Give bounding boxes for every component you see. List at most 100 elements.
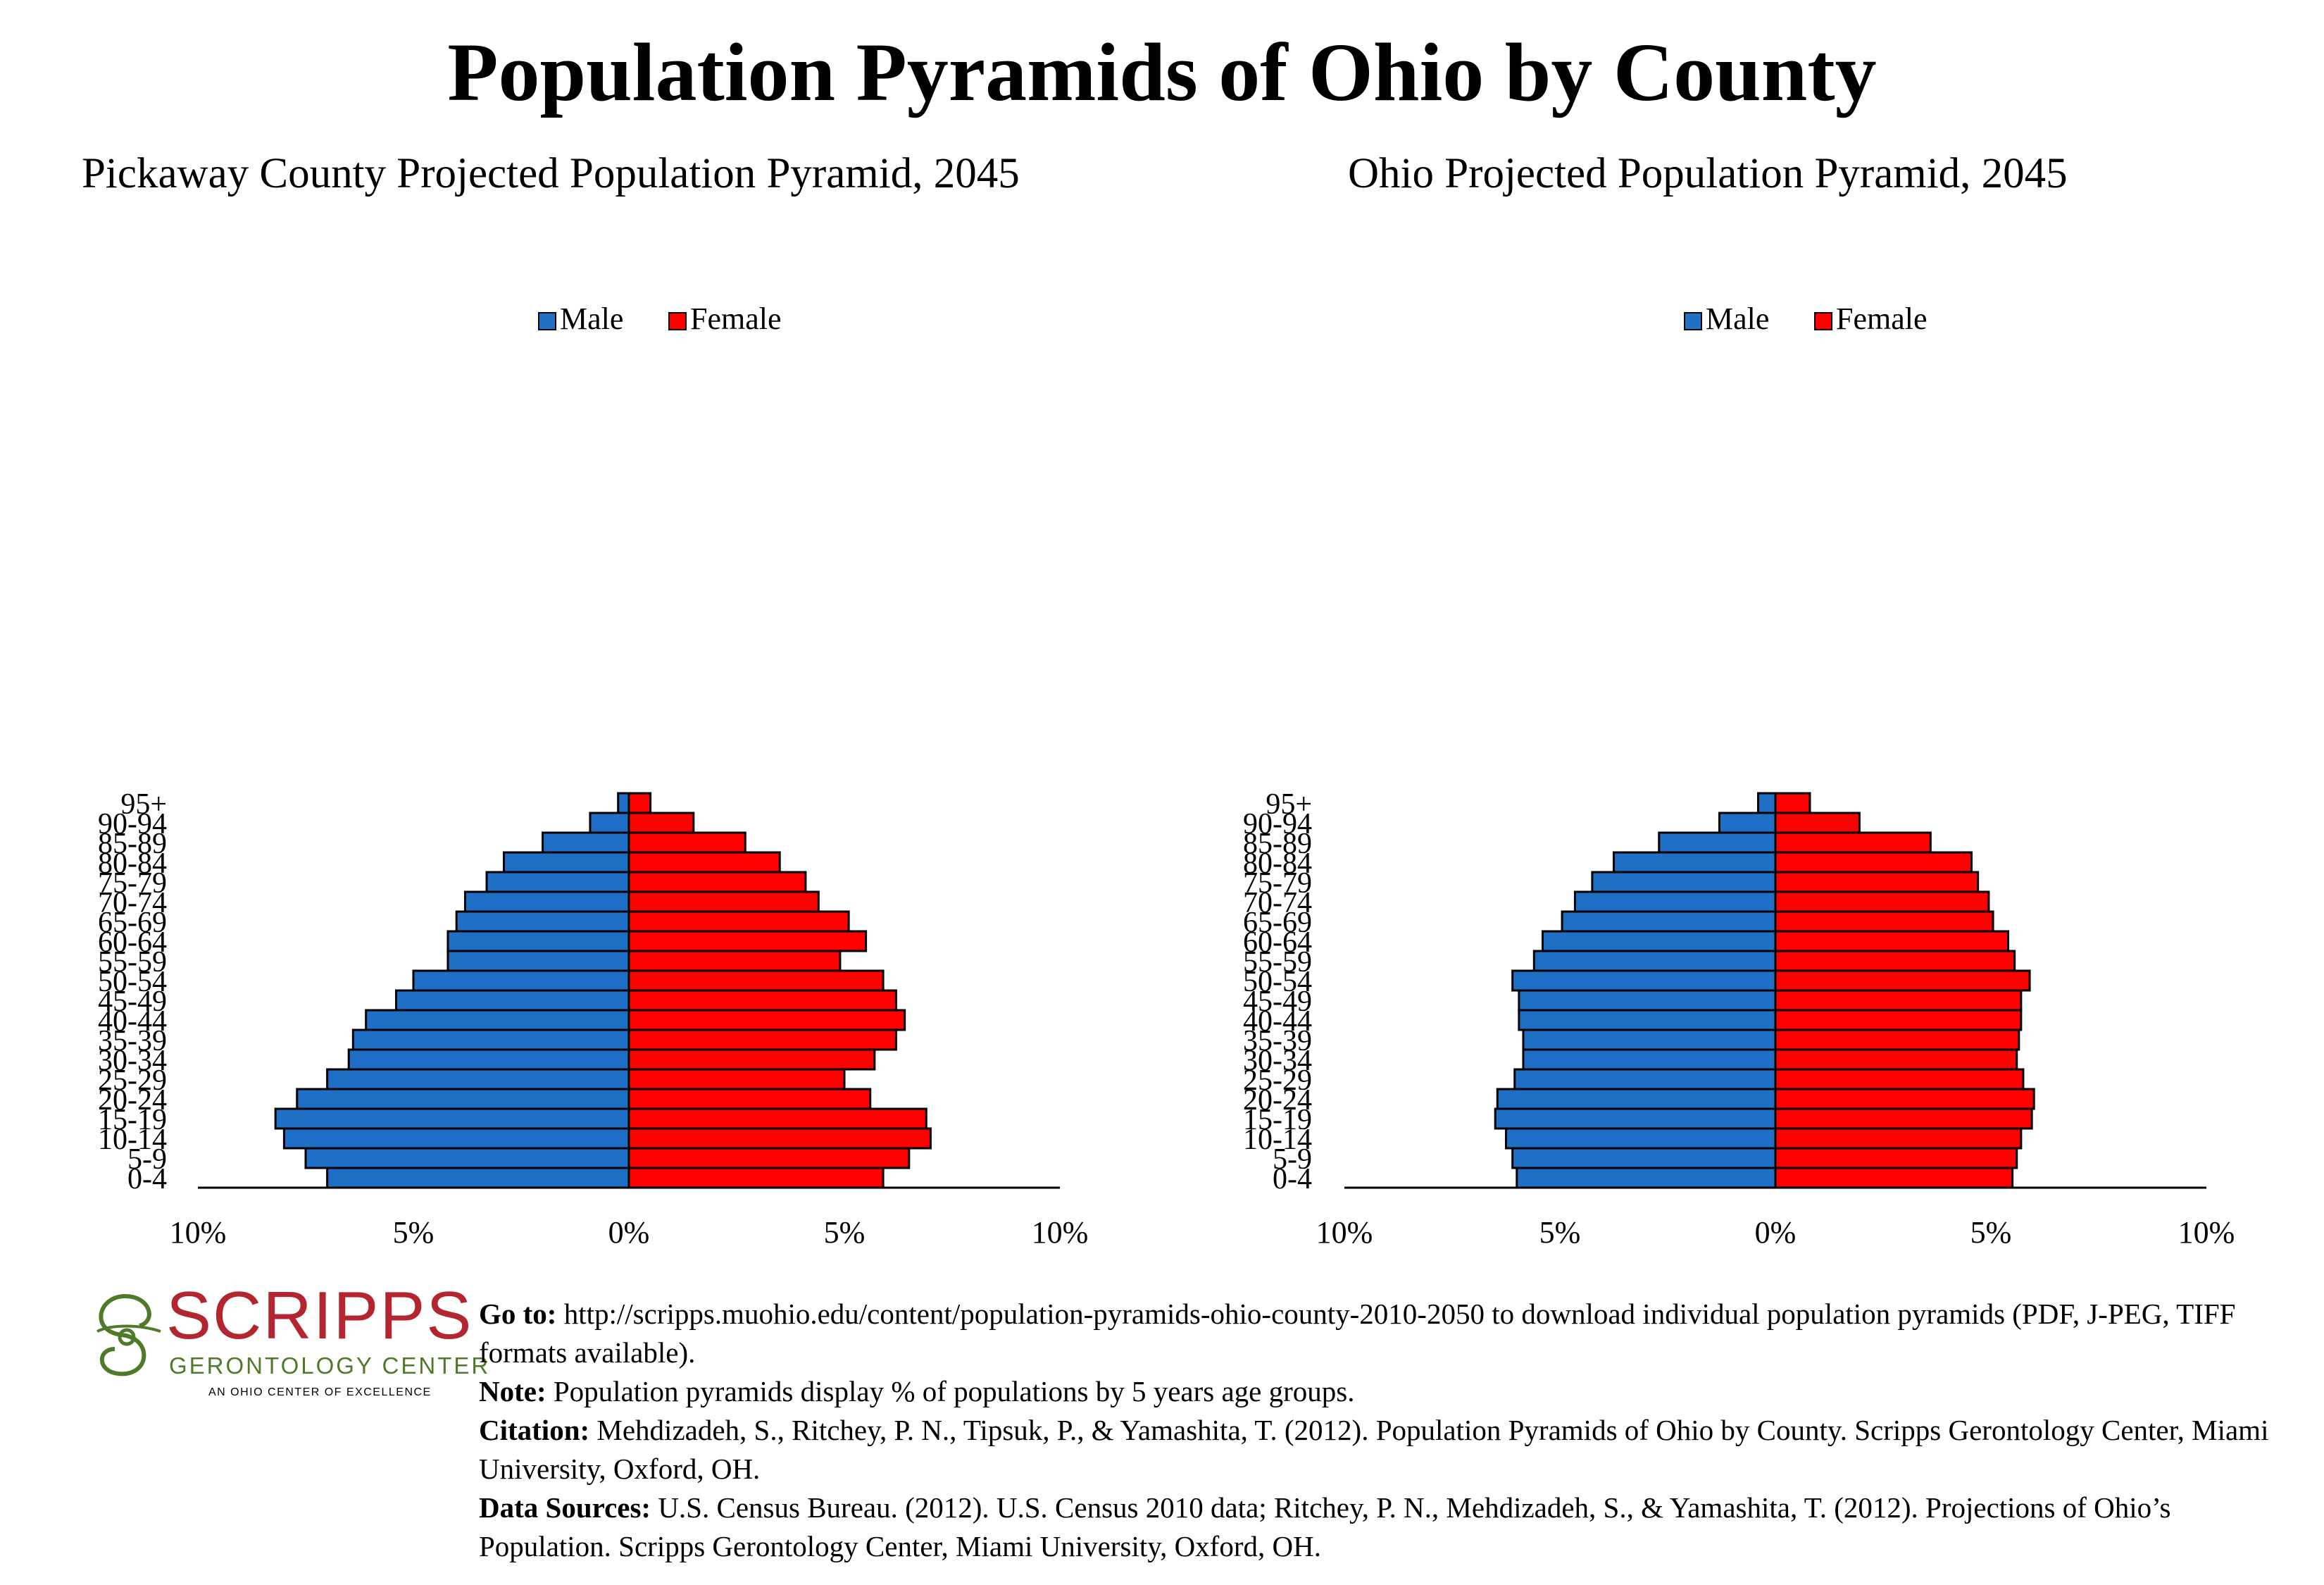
bar-female-60-64 <box>1774 930 2009 952</box>
legend-swatch-male <box>1684 312 1702 330</box>
bar-female-85-89 <box>1774 831 1932 854</box>
bar-male-50-54 <box>1511 969 1777 992</box>
bar-female-40-44 <box>627 1009 906 1031</box>
bar-female-0-4 <box>1774 1167 2014 1189</box>
bar-male-80-84 <box>1613 851 1777 874</box>
notes-block: Go to: http://scripps.muohio.edu/content… <box>479 1295 2310 1566</box>
age-label-55-59: 55-59 <box>1243 946 1312 978</box>
bar-female-90-94 <box>1774 812 1861 834</box>
age-label-85-89: 85-89 <box>98 828 167 860</box>
bar-male-55-59 <box>1532 950 1777 972</box>
bar-female-45-49 <box>1774 989 2023 1012</box>
note-sources-text: U.S. Census Bureau. (2012). U.S. Census … <box>479 1491 2171 1562</box>
x-tick-label: 5% <box>1539 1215 1581 1250</box>
bar-male-65-69 <box>1561 910 1777 933</box>
age-label-45-49: 45-49 <box>1243 986 1312 1018</box>
bar-male-45-49 <box>1518 989 1777 1012</box>
pyramid-chart-pickaway: 0-45-910-1415-1920-2425-2930-3435-3940-4… <box>98 302 1089 1250</box>
bar-male-20-24 <box>1496 1088 1777 1110</box>
age-label-75-79: 75-79 <box>1243 867 1312 900</box>
x-tick-label: 0% <box>1755 1215 1797 1250</box>
legend-label-female: Female <box>690 302 782 336</box>
bar-male-75-79 <box>1591 871 1777 893</box>
age-label-95+: 95+ <box>120 788 167 821</box>
bar-female-80-84 <box>627 851 781 874</box>
age-label-40-44: 40-44 <box>1243 1005 1312 1038</box>
age-label-30-34: 30-34 <box>1243 1045 1312 1077</box>
age-label-10-14: 10-14 <box>1243 1124 1312 1156</box>
age-label-45-49: 45-49 <box>98 986 167 1018</box>
bar-female-10-14 <box>627 1127 932 1150</box>
bar-female-15-19 <box>1774 1107 2033 1130</box>
x-tick-label: 10% <box>170 1215 227 1250</box>
note-citation-text: Mehdizadeh, S., Ritchey, P. N., Tipsuk, … <box>479 1414 2269 1485</box>
bar-male-5-9 <box>1511 1147 1777 1169</box>
bar-female-70-74 <box>1774 890 1990 913</box>
age-label-80-84: 80-84 <box>98 847 167 880</box>
bar-male-35-39 <box>1522 1028 1777 1051</box>
bar-female-65-69 <box>1774 910 1994 933</box>
bar-female-35-39 <box>627 1028 897 1051</box>
legend-swatch-female <box>1814 312 1832 330</box>
age-label-50-54: 50-54 <box>1243 966 1312 998</box>
age-label-50-54: 50-54 <box>98 966 167 998</box>
note-goto-label: Go to: <box>479 1298 557 1330</box>
bar-male-10-14 <box>282 1127 630 1150</box>
bar-male-25-29 <box>1513 1068 1777 1090</box>
x-tick-label: 10% <box>2178 1215 2235 1250</box>
age-label-20-24: 20-24 <box>1243 1084 1312 1117</box>
note-sources-label: Data Sources: <box>479 1491 651 1524</box>
x-tick-label: 10% <box>1032 1215 1089 1250</box>
bar-female-60-64 <box>627 930 868 952</box>
bar-male-30-34 <box>347 1048 630 1071</box>
age-label-70-74: 70-74 <box>1243 887 1312 919</box>
page-title: Population Pyramids of Ohio by County <box>447 26 1877 118</box>
bar-female-45-49 <box>627 989 897 1012</box>
bar-female-25-29 <box>1774 1068 2025 1090</box>
legend-label-male: Male <box>1706 302 1769 336</box>
bar-male-70-74 <box>463 890 630 913</box>
chart-title-pickaway: Pickaway County Projected Population Pyr… <box>82 150 1020 197</box>
age-label-60-64: 60-64 <box>98 926 167 959</box>
age-label-5-9: 5-9 <box>1273 1143 1312 1176</box>
bar-male-60-64 <box>1542 930 1777 952</box>
bar-female-10-14 <box>1774 1127 2023 1150</box>
bar-male-0-4 <box>1516 1167 1777 1189</box>
age-label-90-94: 90-94 <box>1243 808 1312 840</box>
age-label-40-44: 40-44 <box>98 1005 167 1038</box>
pyramid-chart-ohio: 0-45-910-1415-1920-2425-2930-3435-3940-4… <box>1243 302 2235 1250</box>
bar-female-75-79 <box>1774 871 1980 893</box>
bar-male-30-34 <box>1522 1048 1777 1071</box>
age-label-90-94: 90-94 <box>98 808 167 840</box>
note-note: Note: Population pyramids display % of p… <box>479 1372 2310 1411</box>
logo-brand-text: SCRIPPS <box>166 1278 473 1353</box>
x-tick-label: 0% <box>608 1215 650 1250</box>
bar-male-10-14 <box>1505 1127 1777 1150</box>
bar-male-40-44 <box>1518 1009 1777 1031</box>
swirl-logo-icon <box>96 1294 161 1376</box>
x-tick-label: 5% <box>393 1215 435 1250</box>
note-note-text: Population pyramids display % of populat… <box>546 1375 1355 1407</box>
legend-label-male: Male <box>560 302 623 336</box>
age-label-10-14: 10-14 <box>98 1124 167 1156</box>
age-label-60-64: 60-64 <box>1243 926 1312 959</box>
age-label-0-4: 0-4 <box>1273 1163 1312 1195</box>
bar-female-70-74 <box>627 890 820 913</box>
bar-female-25-29 <box>627 1068 846 1090</box>
note-note-label: Note: <box>479 1375 546 1407</box>
bar-female-35-39 <box>1774 1028 2020 1051</box>
age-label-35-39: 35-39 <box>1243 1025 1312 1057</box>
bar-female-55-59 <box>627 950 842 972</box>
bar-female-80-84 <box>1774 851 1973 874</box>
age-label-70-74: 70-74 <box>98 887 167 919</box>
bar-male-35-39 <box>351 1028 630 1051</box>
note-goto-text[interactable]: http://scripps.muohio.edu/content/popula… <box>479 1298 2236 1369</box>
age-label-95+: 95+ <box>1266 788 1312 821</box>
age-label-25-29: 25-29 <box>1243 1064 1312 1097</box>
note-citation-label: Citation: <box>479 1414 590 1446</box>
bar-female-65-69 <box>627 910 850 933</box>
chart-title-ohio: Ohio Projected Population Pyramid, 2045 <box>1348 150 2068 197</box>
bar-male-45-49 <box>395 989 630 1012</box>
age-label-15-19: 15-19 <box>98 1104 167 1136</box>
age-label-15-19: 15-19 <box>1243 1104 1312 1136</box>
